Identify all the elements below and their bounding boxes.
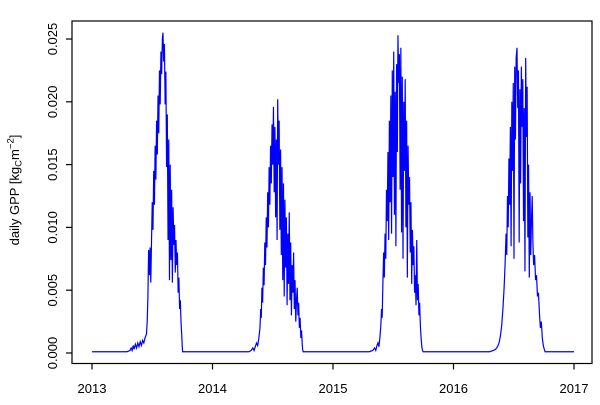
series-group xyxy=(92,32,574,353)
y-tick-label: 0.010 xyxy=(45,211,60,244)
y-axis-label-mid: m xyxy=(7,149,22,160)
y-axis-label: daily GPP [kgCm−2] xyxy=(6,135,25,246)
x-tick-label: 2016 xyxy=(439,381,468,396)
y-tick-label: 0.000 xyxy=(45,337,60,370)
x-axis: 2013 2014 2015 2016 2017 xyxy=(78,363,589,396)
x-tick-label: 2013 xyxy=(78,381,107,396)
x-tick-label: 2017 xyxy=(560,381,589,396)
y-tick-label: 0.020 xyxy=(45,86,60,119)
y-tick-label: 0.025 xyxy=(45,23,60,56)
y-axis-label-suffix: ] xyxy=(7,135,22,139)
y-axis: 0.000 0.005 0.010 0.015 0.020 0.025 xyxy=(45,23,72,370)
y-tick-label: 0.015 xyxy=(45,148,60,181)
y-axis-label-superscript: −2 xyxy=(6,138,17,149)
plot-box xyxy=(71,20,593,365)
y-axis-label-subscript: C xyxy=(14,160,25,167)
x-tick-label: 2015 xyxy=(319,381,348,396)
y-tick-label: 0.005 xyxy=(45,274,60,307)
gpp-line xyxy=(92,32,574,353)
y-axis-label-prefix: daily GPP [kg xyxy=(7,167,22,246)
x-tick-label: 2014 xyxy=(198,381,227,396)
